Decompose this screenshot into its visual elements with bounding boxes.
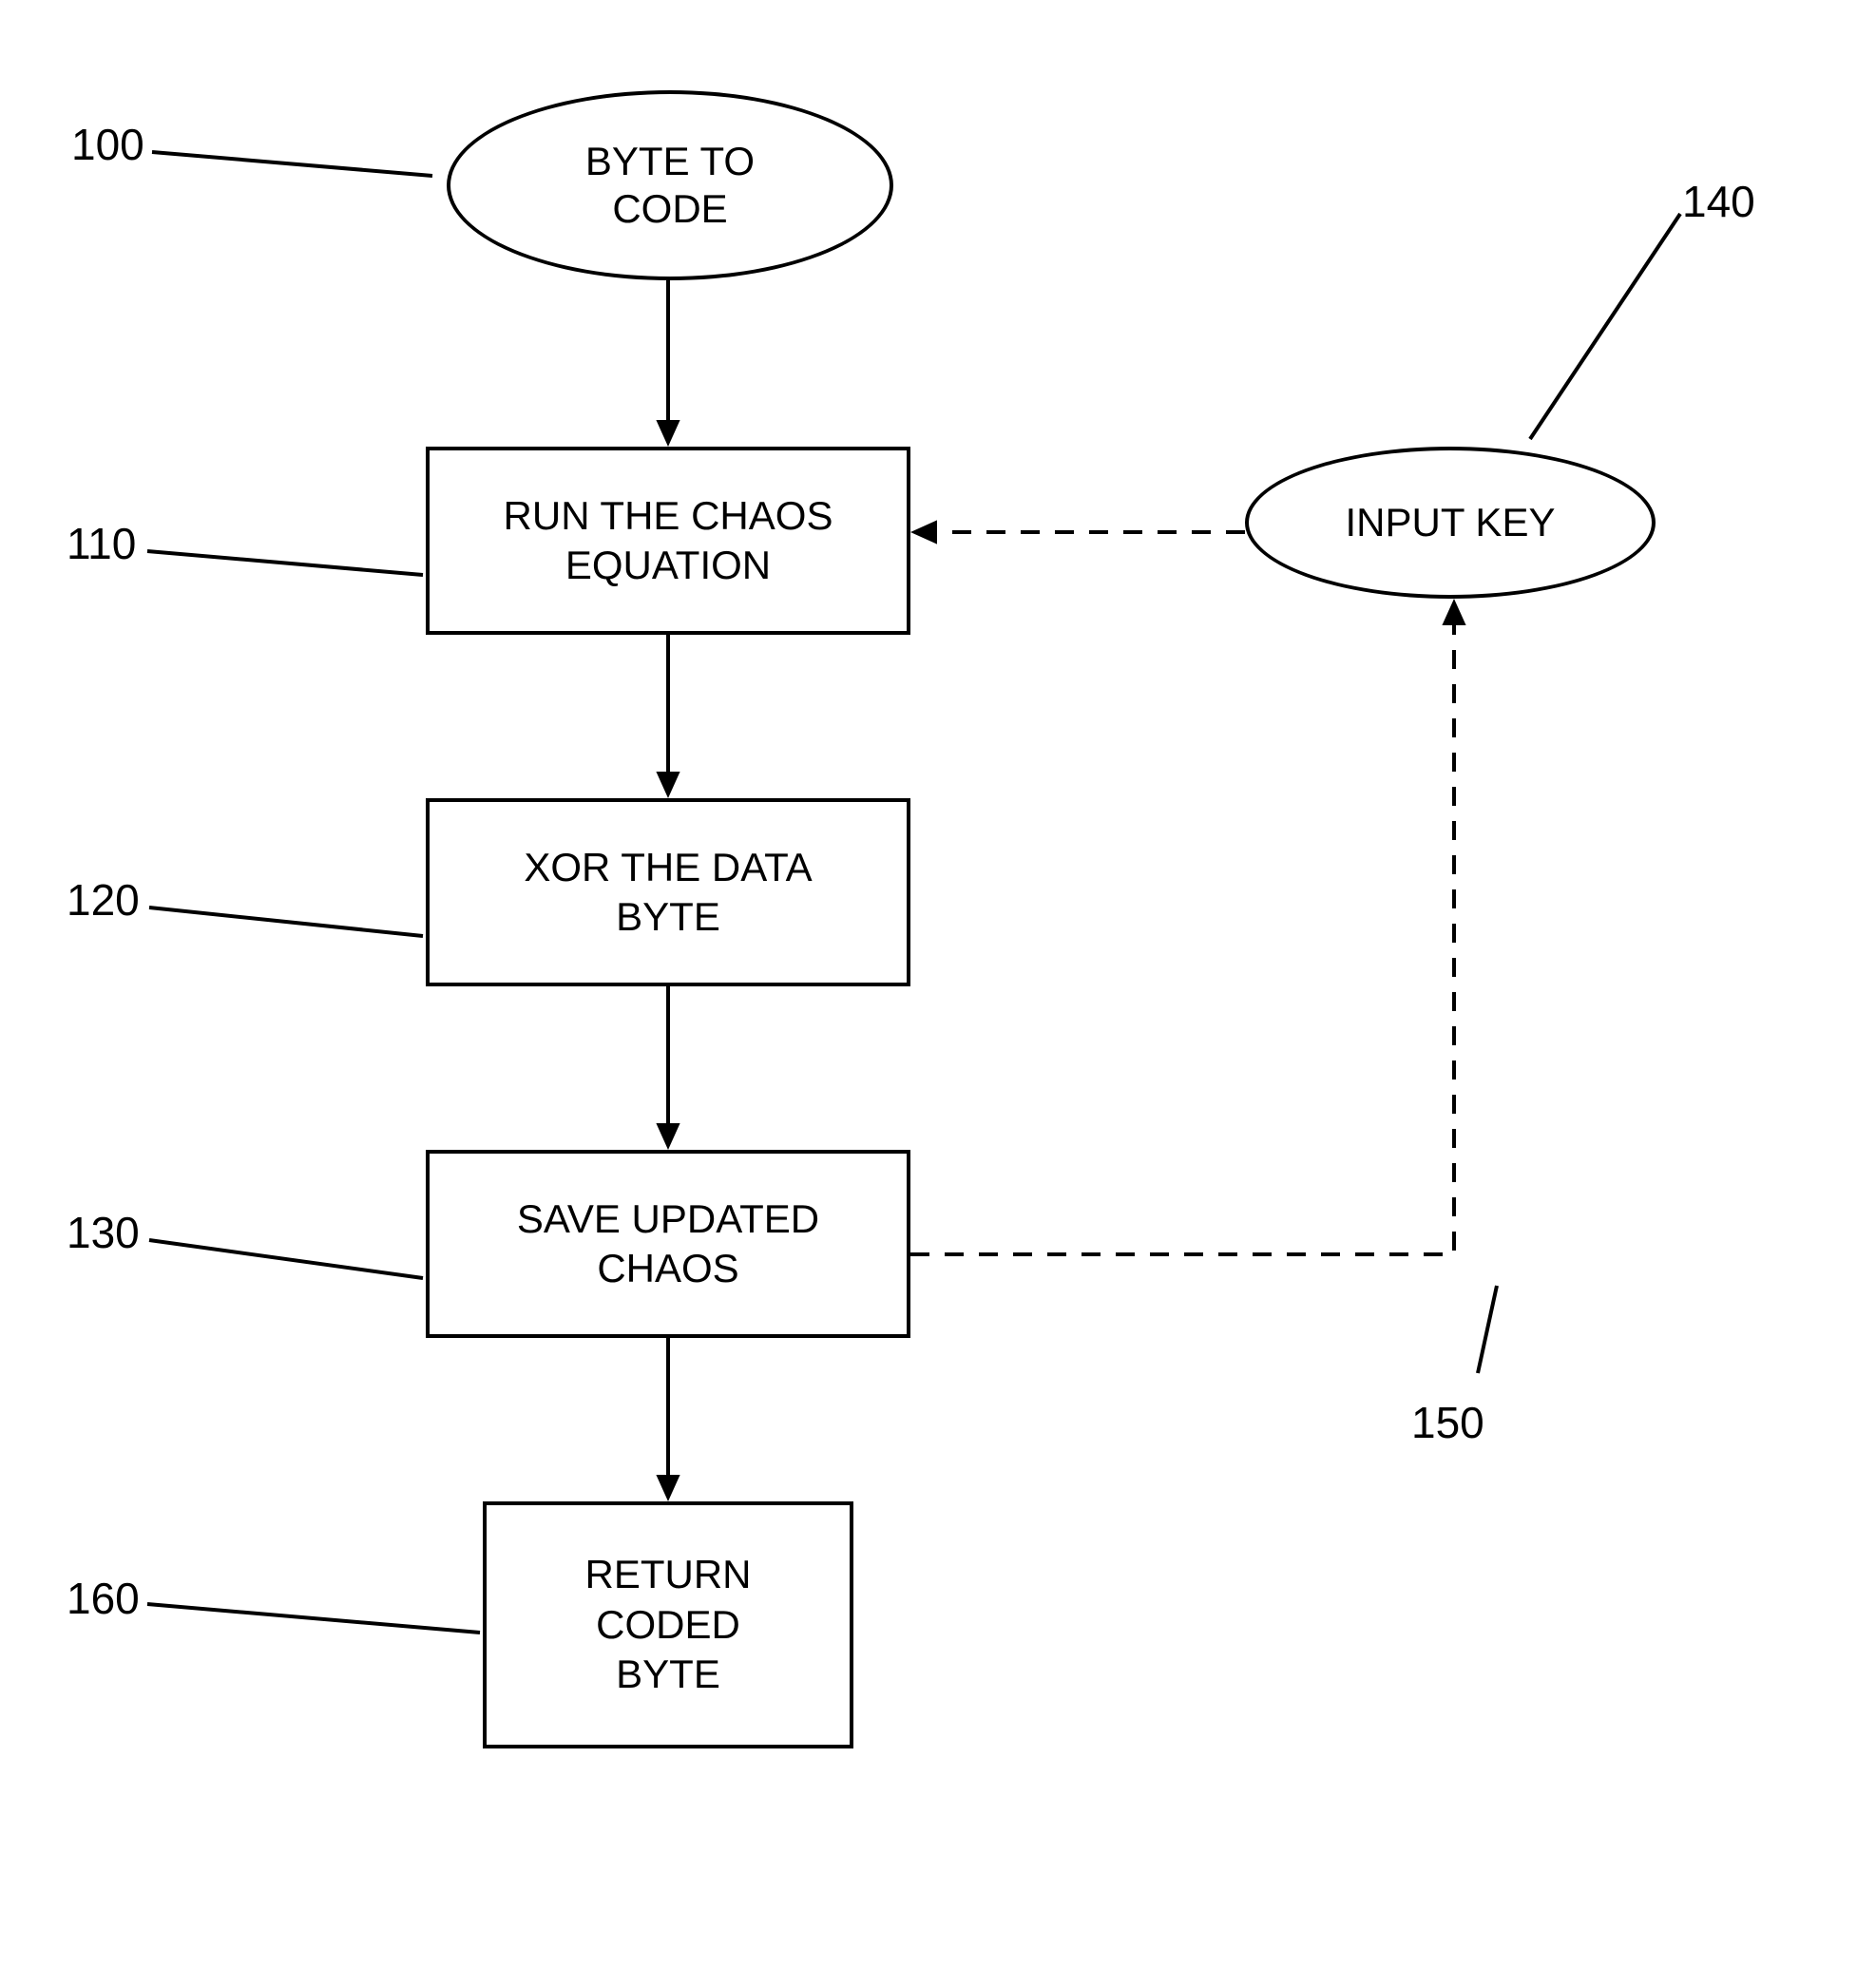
ref-label-120: 120 [67,874,140,926]
node-label: SAVE UPDATEDCHAOS [517,1194,819,1294]
node-save-updated-chaos: SAVE UPDATEDCHAOS [426,1150,910,1338]
node-label: INPUT KEY [1346,499,1556,546]
node-input-key: INPUT KEY [1245,447,1656,599]
ref-label-110: 110 [67,518,136,569]
ref-label-140: 140 [1682,176,1755,227]
node-label: XOR THE DATABYTE [524,843,812,943]
flowchart-canvas: BYTE TOCODE RUN THE CHAOSEQUATION XOR TH… [0,0,1876,1987]
node-return-coded-byte: RETURNCODEDBYTE [483,1501,853,1748]
ref-label-160: 160 [67,1573,140,1624]
node-label: RUN THE CHAOSEQUATION [504,491,833,591]
node-byte-to-code: BYTE TOCODE [447,90,893,280]
node-run-chaos-equation: RUN THE CHAOSEQUATION [426,447,910,635]
node-label: BYTE TOCODE [585,138,755,234]
ref-label-150: 150 [1411,1397,1484,1448]
connector-overlay [0,0,1876,1987]
ref-label-100: 100 [71,119,144,170]
node-label: RETURNCODEDBYTE [585,1550,752,1700]
node-xor-data-byte: XOR THE DATABYTE [426,798,910,986]
ref-label-130: 130 [67,1207,140,1258]
